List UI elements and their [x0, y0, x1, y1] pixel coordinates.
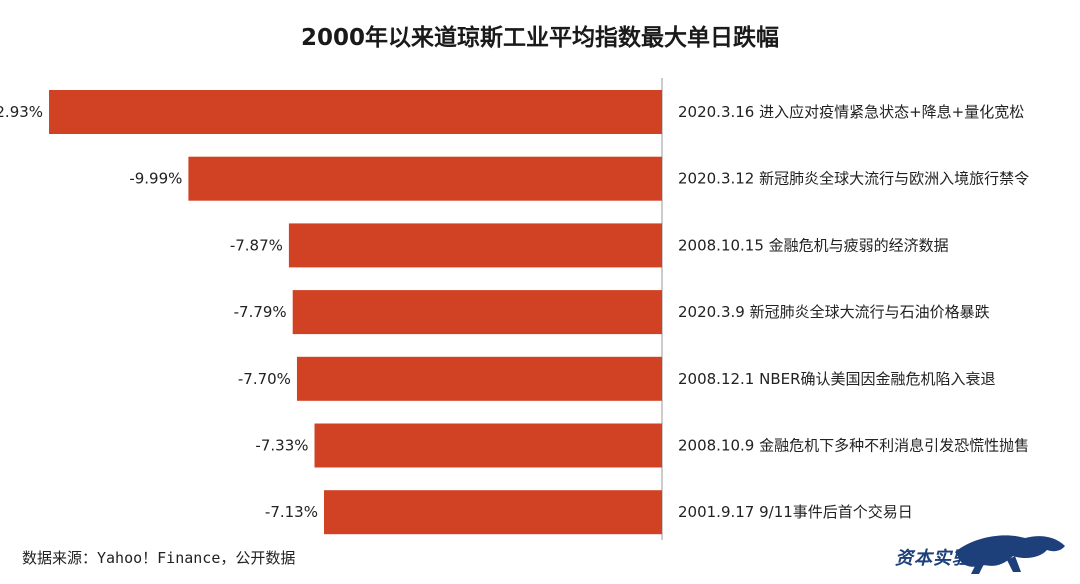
- category-label: 2001.9.17 9/11事件后首个交易日: [678, 503, 913, 521]
- panther-icon: [955, 535, 1065, 574]
- bar: [49, 90, 663, 134]
- data-label: -7.79%: [234, 303, 287, 321]
- data-label: -7.87%: [230, 236, 283, 254]
- category-label: 2020.3.16 进入应对疫情紧急状态+降息+量化宽松: [678, 103, 1024, 121]
- category-label: 2008.10.9 金融危机下多种不利消息引发恐慌性抛售: [678, 437, 1029, 455]
- bar: [288, 223, 662, 268]
- bar: [188, 156, 662, 201]
- source-note: 数据来源：Yahoo！Finance，公开数据: [22, 549, 296, 567]
- category-label: 2008.12.1 NBER确认美国因金融危机陷入衰退: [678, 370, 996, 388]
- bar: [292, 290, 662, 335]
- brand-name: 资本实验室: [895, 548, 990, 569]
- data-label: -12.93%: [0, 103, 43, 121]
- data-label: -7.70%: [238, 370, 291, 388]
- data-label: -9.99%: [129, 170, 182, 188]
- data-label: -7.33%: [255, 437, 308, 455]
- bar: [296, 356, 662, 401]
- bar: [323, 490, 662, 535]
- brand-logo: 资本实验室: [895, 522, 1070, 578]
- category-label: 2020.3.9 新冠肺炎全球大流行与石油价格暴跌: [678, 303, 990, 321]
- category-label: 2020.3.12 新冠肺炎全球大流行与欧洲入境旅行禁令: [678, 170, 1029, 188]
- chart-title: 2000年以来道琼斯工业平均指数最大单日跌幅: [300, 25, 779, 51]
- data-label: -7.13%: [265, 503, 318, 521]
- bar: [314, 423, 662, 468]
- category-label: 2008.10.15 金融危机与疲弱的经济数据: [678, 236, 949, 254]
